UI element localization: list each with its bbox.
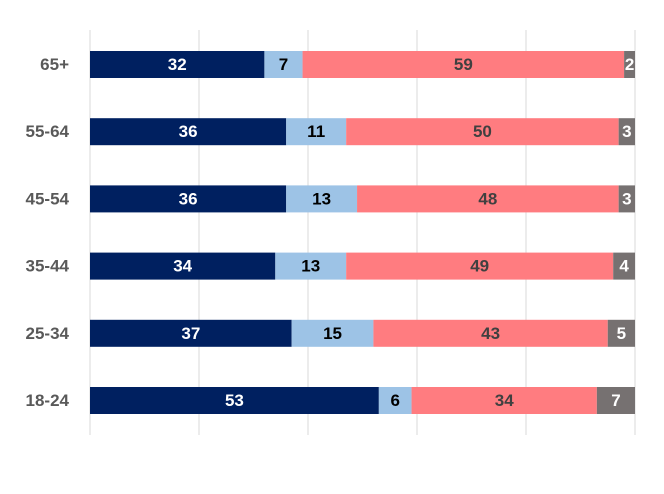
data-label: 34: [495, 391, 514, 410]
bar-segment-series-4: [618, 185, 635, 213]
category-label: 35-44: [26, 257, 70, 276]
bar-segment-series-4: [596, 387, 635, 414]
data-label: 13: [301, 257, 320, 276]
bar-segment-series-2: [291, 319, 374, 347]
data-label: 11: [307, 122, 325, 141]
bar-segment-series-4: [624, 51, 635, 78]
bar-segment-series-4: [618, 118, 635, 146]
bar-segment-series-2: [378, 387, 412, 414]
data-label: 3: [622, 122, 631, 141]
category-labels: 65+ 55-64 45-54 35-44 25-34 18-24: [26, 55, 70, 410]
data-label: 50: [473, 122, 492, 141]
bar-segment-series-3: [302, 51, 625, 78]
data-label: 13: [312, 189, 331, 208]
data-label: 36: [179, 189, 198, 208]
bar-segment-series-3: [357, 185, 619, 213]
bars: 32 7 59 2 36 11 50 3 36 13 48 3 34 13 49 4 37 15 43 5 53 6 34 7: [90, 51, 635, 414]
data-label: 48: [478, 189, 497, 208]
bar-segment-series-2: [286, 118, 347, 146]
bar-segment-series-3: [373, 319, 608, 347]
bar-segment-series-2: [275, 252, 347, 280]
data-label: 59: [454, 55, 473, 74]
data-label: 5: [617, 324, 626, 343]
bar-segment-series-4: [607, 319, 635, 347]
bar-segment-series-1: [90, 319, 292, 347]
bar-segment-series-1: [90, 387, 379, 414]
bar-segment-series-3: [346, 252, 614, 280]
bar-segment-series-2: [264, 51, 303, 78]
data-label: 43: [481, 324, 500, 343]
data-label: 3: [622, 189, 631, 208]
data-label: 53: [225, 391, 244, 410]
data-label: 34: [173, 257, 192, 276]
data-label: 6: [390, 391, 399, 410]
data-label: 7: [611, 391, 620, 410]
category-label: 25-34: [26, 324, 70, 343]
bar-segment-series-2: [286, 185, 358, 213]
bar-segment-series-1: [90, 118, 287, 146]
bar-segment-series-1: [90, 252, 276, 280]
data-label: 4: [619, 257, 629, 276]
data-label: 37: [181, 324, 200, 343]
data-label: 2: [625, 55, 634, 74]
bar-segment-series-1: [90, 51, 265, 78]
bar-segment-series-4: [613, 252, 635, 280]
category-label: 65+: [40, 55, 69, 74]
bar-segment-series-3: [346, 118, 619, 146]
bar-segment-series-1: [90, 185, 287, 213]
gridlines: [89, 30, 636, 435]
category-label: 45-54: [26, 189, 70, 208]
data-label: 15: [323, 324, 342, 343]
data-label: 7: [279, 55, 288, 74]
data-label: 36: [179, 122, 198, 141]
data-label: 32: [168, 55, 187, 74]
bar-segment-series-3: [411, 387, 597, 414]
category-label: 18-24: [26, 391, 70, 410]
category-label: 55-64: [26, 122, 70, 141]
data-label: 49: [470, 257, 489, 276]
